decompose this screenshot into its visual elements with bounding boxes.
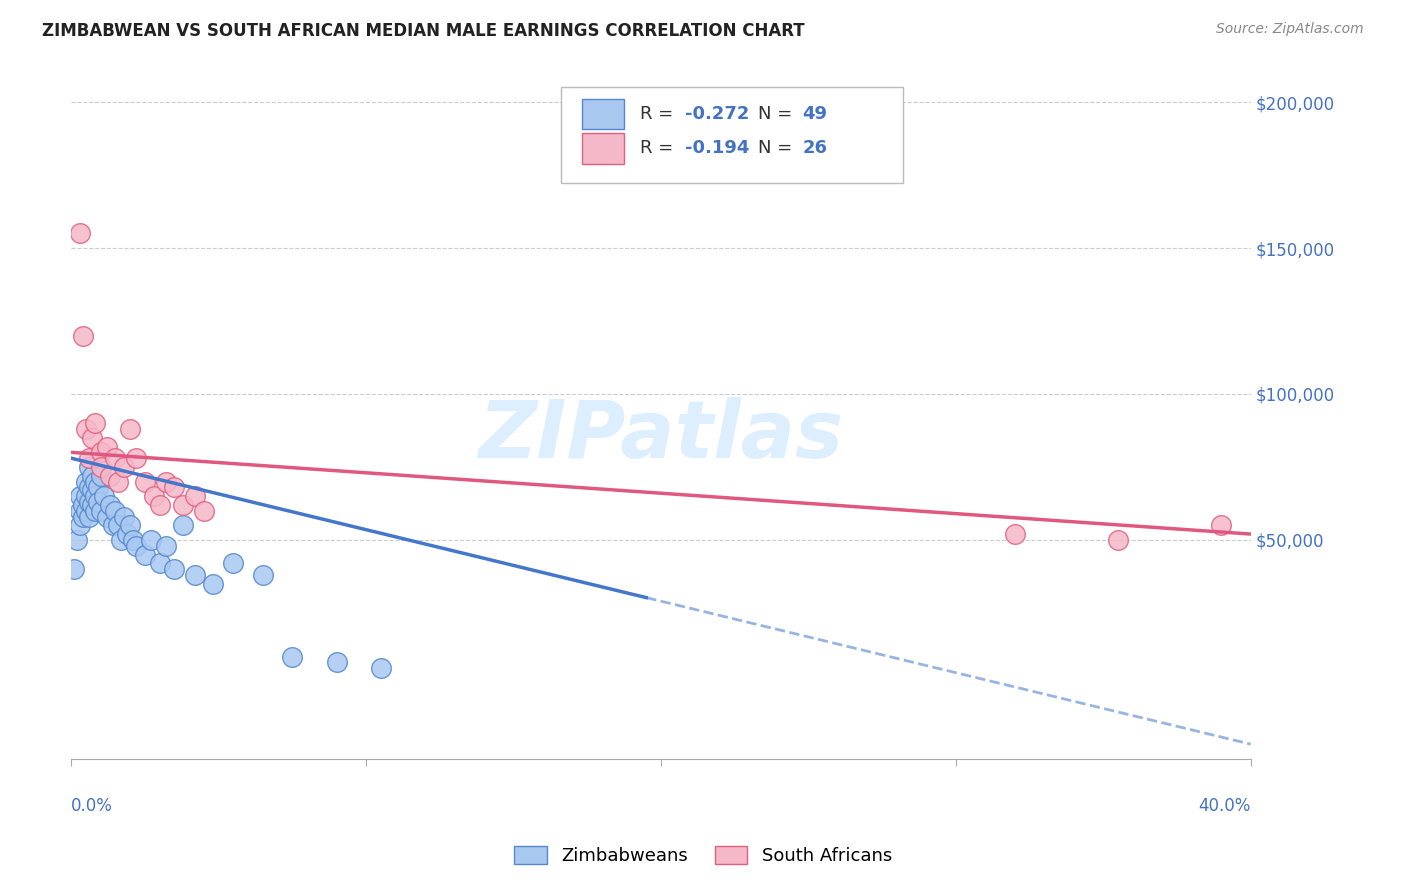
Point <box>77 495 100 509</box>
Point <box>75 489 97 503</box>
Text: 40.0%: 40.0% <box>1198 797 1251 814</box>
Text: ZIMBABWEAN VS SOUTH AFRICAN MEDIAN MALE EARNINGS CORRELATION CHART: ZIMBABWEAN VS SOUTH AFRICAN MEDIAN MALE … <box>42 22 804 40</box>
Point <box>77 509 100 524</box>
Point <box>69 489 91 503</box>
Point <box>75 475 97 489</box>
Point <box>1107 533 1129 547</box>
Point <box>1211 518 1233 533</box>
Point <box>80 468 103 483</box>
Point <box>90 468 112 483</box>
Text: Source: ZipAtlas.com: Source: ZipAtlas.com <box>1216 22 1364 37</box>
Point <box>69 227 91 241</box>
Point <box>149 498 172 512</box>
Point <box>1004 527 1026 541</box>
Point <box>93 489 115 503</box>
Point <box>69 518 91 533</box>
Text: R =: R = <box>640 139 679 157</box>
Point <box>112 509 135 524</box>
Point <box>83 489 105 503</box>
Point <box>98 468 121 483</box>
Point <box>96 440 118 454</box>
Point <box>98 498 121 512</box>
Point <box>104 504 127 518</box>
FancyBboxPatch shape <box>582 133 624 163</box>
Point <box>184 489 207 503</box>
Point <box>80 483 103 498</box>
Point <box>370 661 392 675</box>
Legend: Zimbabweans, South Africans: Zimbabweans, South Africans <box>505 837 901 874</box>
Point <box>80 498 103 512</box>
Point <box>172 518 194 533</box>
Point <box>69 504 91 518</box>
Point <box>125 451 148 466</box>
Point <box>63 562 86 576</box>
Text: 0.0%: 0.0% <box>72 797 112 814</box>
Point <box>77 459 100 474</box>
Point <box>87 480 110 494</box>
Point <box>90 445 112 459</box>
Point <box>87 495 110 509</box>
Point <box>104 451 127 466</box>
Point <box>77 480 100 494</box>
Point <box>66 533 89 547</box>
Point <box>120 518 142 533</box>
Point <box>112 459 135 474</box>
Point <box>101 518 124 533</box>
Point <box>96 509 118 524</box>
Point <box>107 518 129 533</box>
Point <box>117 527 139 541</box>
Point <box>201 576 224 591</box>
Point <box>252 568 274 582</box>
Text: ZIPatlas: ZIPatlas <box>478 398 844 475</box>
Text: 26: 26 <box>803 139 828 157</box>
Point <box>184 568 207 582</box>
Point <box>134 548 156 562</box>
Point <box>281 649 304 664</box>
Point <box>125 539 148 553</box>
Point <box>325 656 347 670</box>
Point <box>75 504 97 518</box>
Point <box>107 475 129 489</box>
Text: R =: R = <box>640 105 679 123</box>
Point <box>122 533 145 547</box>
Point <box>163 562 186 576</box>
Point <box>83 504 105 518</box>
Point <box>80 431 103 445</box>
Text: -0.194: -0.194 <box>685 139 749 157</box>
Point <box>222 556 245 570</box>
Point <box>90 459 112 474</box>
Text: -0.272: -0.272 <box>685 105 749 123</box>
Point <box>155 475 177 489</box>
Point <box>72 509 94 524</box>
Point <box>172 498 194 512</box>
FancyBboxPatch shape <box>582 99 624 129</box>
Text: N =: N = <box>758 139 797 157</box>
Point <box>72 498 94 512</box>
Point <box>83 416 105 430</box>
Point <box>193 504 215 518</box>
Point <box>110 533 132 547</box>
Point <box>155 539 177 553</box>
Point <box>77 451 100 466</box>
FancyBboxPatch shape <box>561 87 903 183</box>
Point <box>72 328 94 343</box>
Point <box>120 422 142 436</box>
Point <box>163 480 186 494</box>
Text: 49: 49 <box>803 105 828 123</box>
Text: N =: N = <box>758 105 797 123</box>
Point <box>75 422 97 436</box>
Point <box>139 533 162 547</box>
Point <box>83 475 105 489</box>
Point <box>134 475 156 489</box>
Point <box>90 504 112 518</box>
Point <box>149 556 172 570</box>
Point <box>142 489 165 503</box>
